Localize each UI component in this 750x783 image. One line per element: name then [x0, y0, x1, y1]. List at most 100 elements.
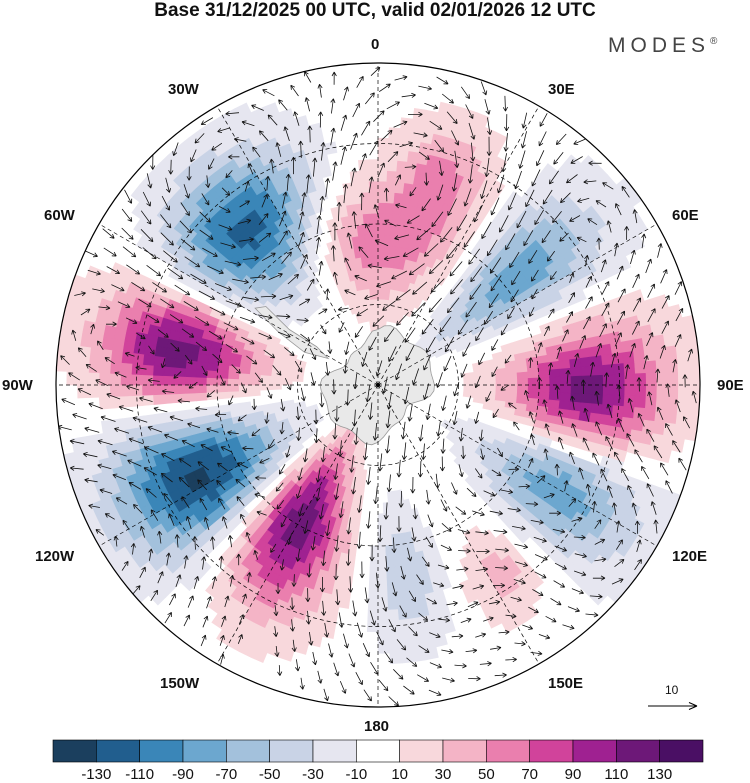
field-cell [355, 213, 365, 226]
wind-arrow [300, 387, 306, 402]
wind-arrow [277, 665, 283, 676]
field-cell [385, 191, 396, 204]
wind-arrow [410, 476, 416, 494]
wind-arrow [553, 151, 564, 165]
lon-label-60w: 60W [44, 207, 75, 224]
field-cell [396, 597, 408, 610]
field-cell [384, 545, 394, 557]
field-cell [121, 351, 134, 364]
field-cell [163, 356, 177, 368]
colorbar-tick-label: 10 [391, 766, 408, 783]
wind-arrow [355, 672, 363, 686]
wind-arrow [84, 426, 100, 433]
lon-label-180: 180 [364, 718, 390, 735]
field-cell [88, 359, 101, 374]
wind-arrow [219, 653, 225, 665]
wind-arrow [343, 86, 349, 101]
field-cell [386, 170, 398, 183]
field-cell [495, 379, 508, 386]
wind-arrow [103, 247, 117, 257]
colorbar-swatch [96, 739, 140, 763]
wind-arrow [425, 403, 431, 421]
field-cell [389, 523, 398, 536]
field-cell [388, 641, 402, 654]
wind-arrow [332, 161, 338, 181]
wind-arrow [344, 341, 350, 355]
wind-arrow [443, 355, 452, 372]
wind-arrow [121, 208, 133, 222]
wind-arrow [555, 133, 567, 145]
wind-arrow [424, 102, 439, 110]
modes-logo: MODES® [608, 34, 717, 58]
colorbar-tick-label: -10 [345, 766, 368, 783]
field-cell [677, 357, 690, 373]
wind-arrow [304, 97, 310, 112]
field-cell [195, 376, 207, 386]
field-cell [664, 345, 678, 361]
wind-arrow [418, 85, 432, 91]
wind-arrow [369, 140, 379, 156]
field-cell [371, 245, 379, 257]
field-cell [391, 544, 401, 557]
wind-arrow [330, 98, 336, 114]
lon-label-90e: 90E [717, 377, 744, 394]
field-cell [141, 384, 154, 396]
field-cell [666, 358, 679, 373]
colorbar-swatch [529, 739, 574, 763]
field-cell [78, 345, 92, 361]
wind-arrow [338, 322, 345, 333]
wind-arrow [366, 511, 372, 529]
wind-arrow [514, 641, 526, 647]
colorbar-tick-label: 50 [477, 766, 495, 783]
wind-arrow [400, 421, 406, 440]
field-cell [66, 371, 79, 386]
field-cell [248, 384, 261, 391]
field-cell [549, 376, 561, 386]
field-cell [548, 368, 561, 378]
colorbar-tick-label: 70 [521, 766, 538, 783]
field-cell [98, 372, 111, 386]
lon-label-150e: 150E [548, 675, 584, 692]
wind-arrow [441, 648, 454, 654]
wind-arrow [441, 93, 454, 104]
field-cell [377, 556, 387, 568]
wind-arrow [356, 75, 364, 88]
wind-arrow [538, 634, 551, 640]
field-cell [152, 384, 164, 396]
field-cell [205, 377, 218, 386]
field-cell [599, 343, 613, 356]
field-cell [368, 277, 375, 290]
field-cell [397, 608, 410, 621]
colorbar-tick-label: 110 [604, 766, 629, 783]
field-cell [384, 223, 393, 236]
field-cell [392, 554, 403, 568]
lon-label-90w: 90W [2, 377, 33, 394]
field-cell [377, 609, 389, 622]
registered-mark: ® [710, 36, 718, 47]
colorbar-swatch [399, 739, 444, 763]
field-cell [377, 642, 391, 654]
field-cell [100, 336, 115, 351]
field-cell [620, 416, 634, 431]
field-cell [633, 349, 646, 363]
field-cell [377, 245, 385, 257]
field-cell [559, 384, 572, 394]
wind-arrow [645, 258, 652, 274]
field-cell [516, 365, 529, 374]
wind-arrow [338, 612, 344, 628]
field-cell [111, 338, 125, 352]
wind-arrow [339, 680, 347, 694]
field-cell [66, 357, 79, 373]
wind-arrow [401, 442, 407, 460]
field-cell [362, 213, 372, 225]
field-cell [67, 344, 81, 360]
wind-arrow [146, 264, 162, 277]
modes-logo-text: MODES [608, 34, 711, 57]
field-cell [387, 598, 398, 611]
field-cell [141, 364, 154, 376]
wind-arrow [393, 669, 404, 680]
wind-arrow [122, 246, 137, 258]
field-cell [120, 362, 133, 375]
wind-arrow [418, 424, 424, 442]
wind-arrow [200, 634, 207, 647]
